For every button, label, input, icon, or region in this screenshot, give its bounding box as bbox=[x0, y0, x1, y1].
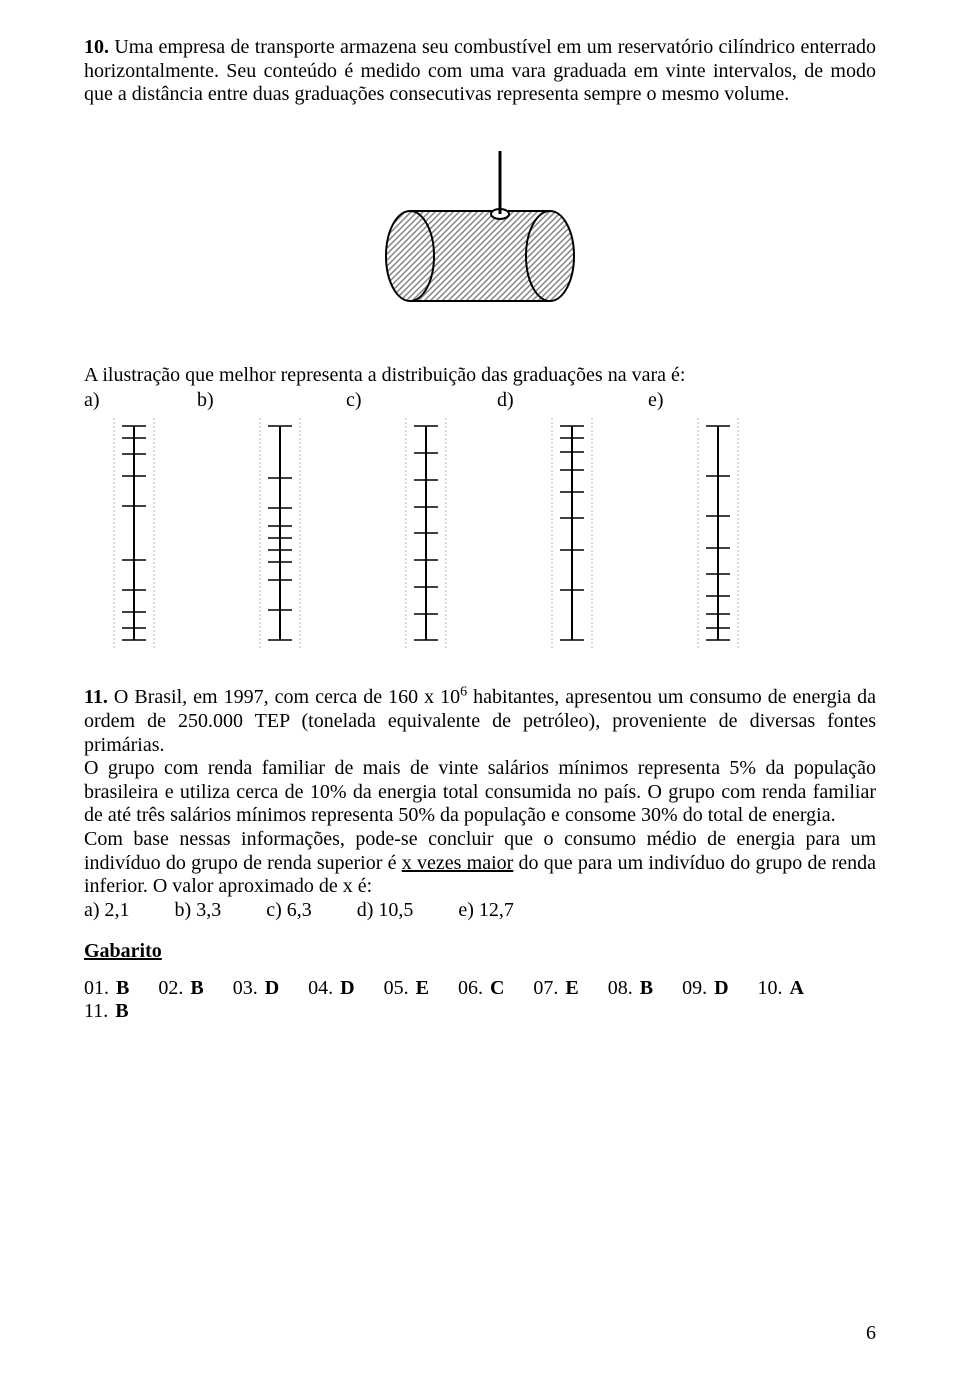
q10-number: 10. bbox=[84, 36, 109, 58]
answer-item: 08. B bbox=[608, 977, 653, 1000]
page-number: 6 bbox=[866, 1322, 876, 1345]
answer-item: 11. B bbox=[84, 1000, 129, 1023]
q10-option-labels: a) b) c) d) e) bbox=[84, 389, 876, 412]
q11-p3: Com base nessas informações, pode-se con… bbox=[84, 828, 876, 899]
q11-p1a: O Brasil, em 1997, com cerca de 160 x 10 bbox=[114, 686, 460, 708]
answer-item: 04. D bbox=[308, 977, 354, 1000]
cylinder-svg bbox=[350, 141, 610, 321]
answer-item: 06. C bbox=[458, 977, 504, 1000]
q10-label-a: a) bbox=[84, 389, 192, 412]
gabarito-title: Gabarito bbox=[84, 940, 876, 963]
answer-item: 05. E bbox=[384, 977, 429, 1000]
q10-body-1: Uma empresa de transporte armazena seu c… bbox=[84, 36, 876, 105]
q10-text: 10. Uma empresa de transporte armazena s… bbox=[84, 36, 876, 107]
answer-item: 02. B bbox=[158, 977, 203, 1000]
q10-label-b: b) bbox=[197, 389, 341, 412]
ladder-d bbox=[522, 418, 622, 648]
page: 10. Uma empresa de transporte armazena s… bbox=[0, 0, 960, 1373]
gabarito-answers: 01. B 02. B 03. D 04. D 05. E 06. C 07. … bbox=[84, 977, 876, 1023]
q10-label-d: d) bbox=[497, 389, 643, 412]
cylinder-diagram bbox=[84, 141, 876, 326]
ladder-e bbox=[668, 418, 768, 648]
ladder-a bbox=[84, 418, 184, 648]
q11-number: 11. bbox=[84, 686, 108, 708]
q11-text: 11. O Brasil, em 1997, com cerca de 160 … bbox=[84, 686, 876, 757]
answer-item: 07. E bbox=[533, 977, 578, 1000]
q11-options: a) 2,1 b) 3,3 c) 6,3 d) 10,5 e) 12,7 bbox=[84, 899, 876, 923]
answer-item: 01. B bbox=[84, 977, 129, 1000]
ladder-b bbox=[230, 418, 330, 648]
q10-ladders bbox=[84, 418, 876, 648]
ladder-c bbox=[376, 418, 476, 648]
answer-item: 10. A bbox=[758, 977, 804, 1000]
q10-prompt: A ilustração que melhor representa a dis… bbox=[84, 364, 876, 388]
q11-p2: O grupo com renda familiar de mais de vi… bbox=[84, 757, 876, 828]
answer-item: 09. D bbox=[682, 977, 728, 1000]
q11-underlined: x vezes maior bbox=[402, 852, 514, 874]
q10-label-c: c) bbox=[346, 389, 492, 412]
answer-item: 03. D bbox=[233, 977, 279, 1000]
q10-label-e: e) bbox=[648, 389, 664, 412]
